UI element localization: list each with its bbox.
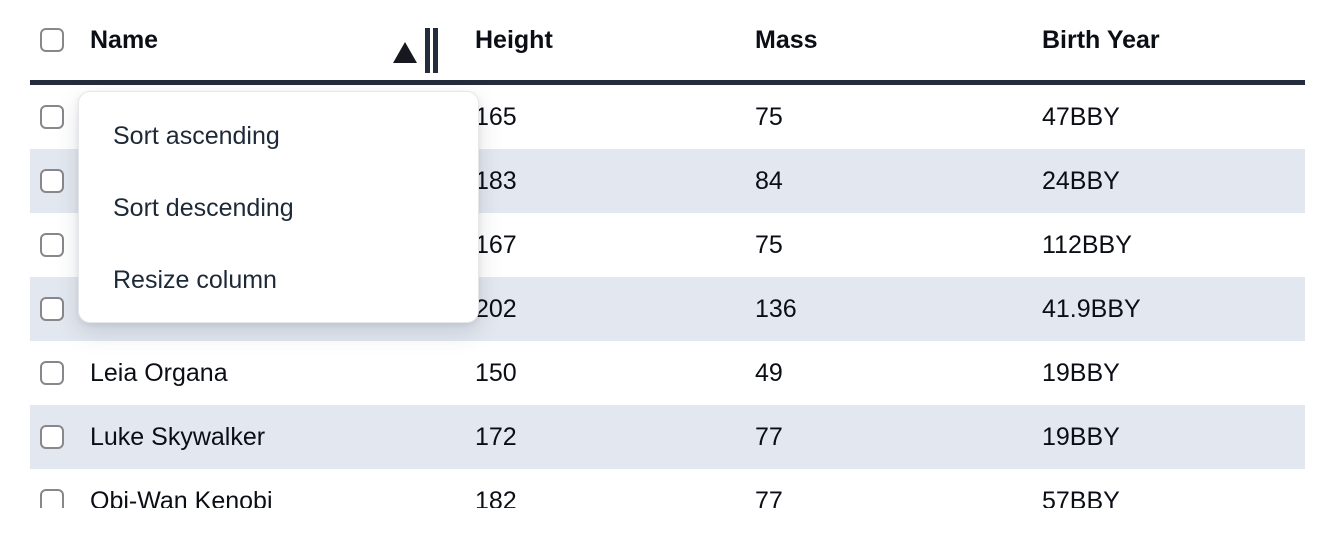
height-cell: 182 <box>475 486 517 509</box>
resize-bar-right <box>433 28 438 73</box>
select-all-checkbox[interactable] <box>40 28 64 52</box>
table-viewport: Name Height Mass Birth Year 165 75 47BBY <box>30 0 1305 508</box>
table-row: Luke Skywalker 172 77 19BBY <box>30 405 1305 469</box>
row-checkbox[interactable] <box>40 297 64 321</box>
select-all-cell <box>30 28 76 52</box>
birth-year-cell: 24BBY <box>1042 166 1120 195</box>
column-header-name[interactable]: Name <box>76 26 475 55</box>
mass-cell: 84 <box>755 166 783 195</box>
height-cell: 150 <box>475 358 517 387</box>
height-cell: 202 <box>475 294 517 323</box>
column-context-menu: Sort ascending Sort descending Resize co… <box>78 91 479 323</box>
birth-year-cell: 57BBY <box>1042 486 1120 509</box>
birth-year-cell: 47BBY <box>1042 102 1120 131</box>
sort-ascending-icon <box>393 42 417 63</box>
menu-item-sort-descending[interactable]: Sort descending <box>113 193 294 222</box>
mass-cell: 77 <box>755 486 783 509</box>
column-header-birth-year[interactable]: Birth Year <box>1042 26 1305 55</box>
birth-year-cell: 41.9BBY <box>1042 294 1141 323</box>
resize-bar-left <box>425 28 430 73</box>
birth-year-cell: 19BBY <box>1042 358 1120 387</box>
row-checkbox[interactable] <box>40 425 64 449</box>
mass-cell: 75 <box>755 102 783 131</box>
height-cell: 183 <box>475 166 517 195</box>
height-cell: 167 <box>475 230 517 259</box>
row-checkbox-cell <box>30 489 76 508</box>
column-header-mass[interactable]: Mass <box>755 26 1042 55</box>
menu-item-sort-ascending[interactable]: Sort ascending <box>113 121 280 150</box>
table-row: Obi-Wan Kenobi 182 77 57BBY <box>30 469 1305 508</box>
row-checkbox[interactable] <box>40 489 64 508</box>
birth-year-cell: 112BBY <box>1042 230 1132 259</box>
name-cell: Luke Skywalker <box>90 422 266 451</box>
row-checkbox-cell <box>30 361 76 385</box>
row-checkbox[interactable] <box>40 169 64 193</box>
row-checkbox-cell <box>30 169 76 193</box>
row-checkbox[interactable] <box>40 361 64 385</box>
table-row: Leia Organa 150 49 19BBY <box>30 341 1305 405</box>
name-cell: Obi-Wan Kenobi <box>90 486 273 509</box>
column-header-name-label: Name <box>90 25 159 54</box>
row-checkbox-cell <box>30 425 76 449</box>
row-checkbox-cell <box>30 297 76 321</box>
column-header-mass-label: Mass <box>755 25 818 54</box>
column-header-height-label: Height <box>475 25 553 54</box>
row-checkbox-cell <box>30 105 76 129</box>
row-checkbox[interactable] <box>40 233 64 257</box>
mass-cell: 77 <box>755 422 783 451</box>
column-header-birth-year-label: Birth Year <box>1042 25 1160 54</box>
birth-year-cell: 19BBY <box>1042 422 1120 451</box>
row-checkbox-cell <box>30 233 76 257</box>
name-cell: Leia Organa <box>90 358 228 387</box>
table-header-row: Name Height Mass Birth Year <box>30 0 1305 85</box>
height-cell: 172 <box>475 422 517 451</box>
column-header-height[interactable]: Height <box>475 26 755 55</box>
mass-cell: 49 <box>755 358 783 387</box>
height-cell: 165 <box>475 102 517 131</box>
table-row: 165 75 47BBY <box>30 85 1305 149</box>
mass-cell: 75 <box>755 230 783 259</box>
table-row: 167 75 112BBY <box>30 213 1305 277</box>
menu-item-resize-column[interactable]: Resize column <box>113 265 277 294</box>
column-resize-handle[interactable] <box>425 28 438 73</box>
mass-cell: 136 <box>755 294 797 323</box>
row-checkbox[interactable] <box>40 105 64 129</box>
